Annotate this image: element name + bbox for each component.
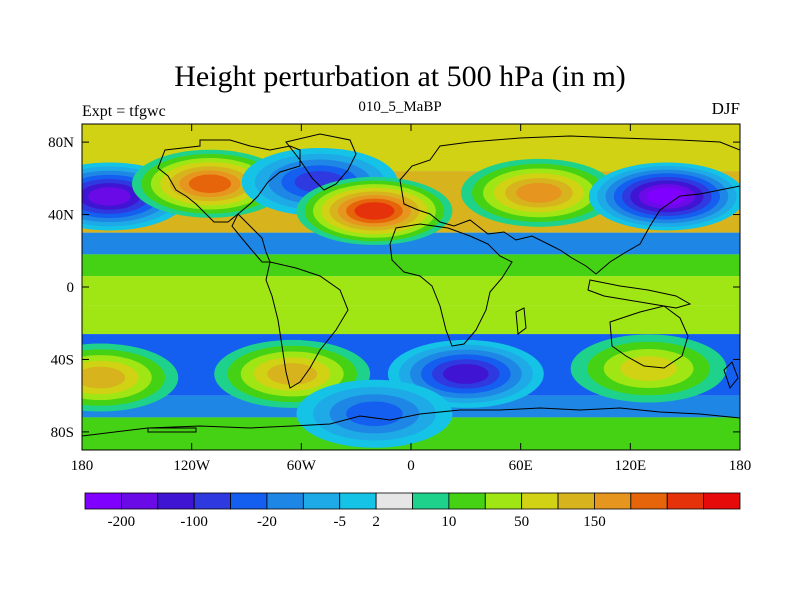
x-tick-label: 120W bbox=[173, 458, 211, 474]
colorbar-swatch bbox=[594, 492, 632, 510]
colorbar-swatch bbox=[339, 492, 377, 510]
southern-ocean-low-contour bbox=[346, 401, 403, 427]
case-label: 010_5_MaBP bbox=[358, 99, 442, 115]
madagascar-outline bbox=[515, 307, 527, 335]
colorbar-swatch bbox=[193, 492, 231, 510]
season-label: DJF bbox=[711, 99, 740, 118]
y-tick-label: 80S bbox=[51, 425, 74, 441]
axes: 180 120W 60W 0 60E 120E 180 80N 40N 0 40S 80S bbox=[48, 124, 751, 474]
asia-high-contour bbox=[516, 182, 562, 203]
colorbar: -200 -100 -20 -5 2 10 50 150 bbox=[84, 492, 741, 530]
contour-field bbox=[82, 124, 740, 450]
x-tick-label: 180 bbox=[71, 458, 94, 474]
zonal-band bbox=[82, 276, 740, 306]
new-zealand-outline bbox=[723, 361, 739, 390]
colorbar-swatch bbox=[557, 492, 595, 510]
colorbar-swatch bbox=[266, 492, 304, 510]
colorbar-label: -20 bbox=[257, 514, 277, 530]
x-tick-label: 60E bbox=[509, 458, 533, 474]
zonal-band bbox=[82, 232, 740, 255]
colorbar-swatch bbox=[120, 492, 159, 510]
colorbar-label: -5 bbox=[333, 514, 346, 530]
continent-outlines bbox=[82, 133, 740, 450]
y-tick-label: 40S bbox=[51, 352, 74, 368]
colorbar-swatch bbox=[484, 492, 523, 510]
north-america-outline bbox=[157, 139, 301, 223]
south-america-outline bbox=[265, 261, 349, 389]
colorbar-label: -200 bbox=[108, 514, 136, 530]
experiment-label: Expt = tfgwc bbox=[82, 103, 166, 120]
south-atlantic-high-contour bbox=[267, 363, 318, 385]
colorbar-swatch bbox=[412, 492, 450, 510]
maritime-continent-outline bbox=[587, 279, 692, 309]
colorbar-label: 2 bbox=[372, 514, 380, 530]
y-tick-label: 0 bbox=[67, 280, 75, 296]
eurasia-outline bbox=[399, 135, 740, 275]
x-tick-label: 180 bbox=[729, 458, 752, 474]
colorbar-swatch bbox=[230, 492, 268, 510]
south-pacific-high-contour bbox=[82, 366, 126, 389]
x-tick-label: 120E bbox=[614, 458, 646, 474]
eurasia-high-contour bbox=[354, 202, 395, 220]
colorbar-swatch bbox=[521, 492, 559, 510]
zonal-band bbox=[82, 305, 740, 335]
colorbar-swatch bbox=[630, 492, 668, 510]
south-indian-low-contour bbox=[443, 364, 489, 384]
north-america-high-contour bbox=[188, 174, 232, 193]
colorbar-label: 150 bbox=[583, 514, 606, 530]
australia-high-contour bbox=[620, 356, 677, 381]
y-tick-label: 80N bbox=[48, 135, 74, 151]
colorbar-swatch bbox=[84, 492, 122, 510]
central-america-outline bbox=[231, 213, 271, 263]
colorbar-label: -100 bbox=[180, 514, 208, 530]
colorbar-label: 50 bbox=[514, 514, 529, 530]
colorbar-swatch bbox=[302, 492, 341, 510]
colorbar-label: 10 bbox=[441, 514, 456, 530]
east-asia-low-contour bbox=[646, 187, 687, 206]
colorbar-swatch bbox=[666, 492, 705, 510]
colorbar-swatch bbox=[375, 492, 413, 510]
greenland-outline bbox=[285, 133, 357, 191]
colorbar-swatch bbox=[157, 492, 195, 510]
zonal-band bbox=[82, 254, 740, 277]
colorbar-swatch bbox=[448, 492, 486, 510]
antarctic-ice-shelf-outline bbox=[147, 427, 197, 433]
antarctica-outline bbox=[82, 407, 740, 450]
x-tick-label: 0 bbox=[407, 458, 415, 474]
y-tick-label: 40N bbox=[48, 208, 74, 224]
australia-outline bbox=[609, 305, 689, 369]
africa-outline bbox=[389, 223, 513, 347]
x-tick-label: 60W bbox=[287, 458, 317, 474]
north-pacific-low-contour bbox=[88, 187, 131, 206]
colorbar-swatch bbox=[703, 492, 741, 510]
chart-title: Height perturbation at 500 hPa (in m) bbox=[174, 60, 626, 93]
